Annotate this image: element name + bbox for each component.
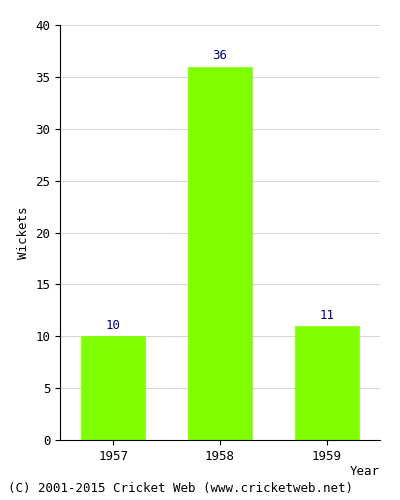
- X-axis label: Year: Year: [350, 465, 380, 478]
- Text: 10: 10: [106, 319, 121, 332]
- Bar: [81, 336, 145, 440]
- Text: (C) 2001-2015 Cricket Web (www.cricketweb.net): (C) 2001-2015 Cricket Web (www.cricketwe…: [8, 482, 353, 495]
- Bar: [188, 66, 252, 440]
- Y-axis label: Wickets: Wickets: [17, 206, 30, 259]
- Text: 36: 36: [212, 50, 228, 62]
- Bar: [295, 326, 359, 440]
- Text: 11: 11: [319, 308, 334, 322]
